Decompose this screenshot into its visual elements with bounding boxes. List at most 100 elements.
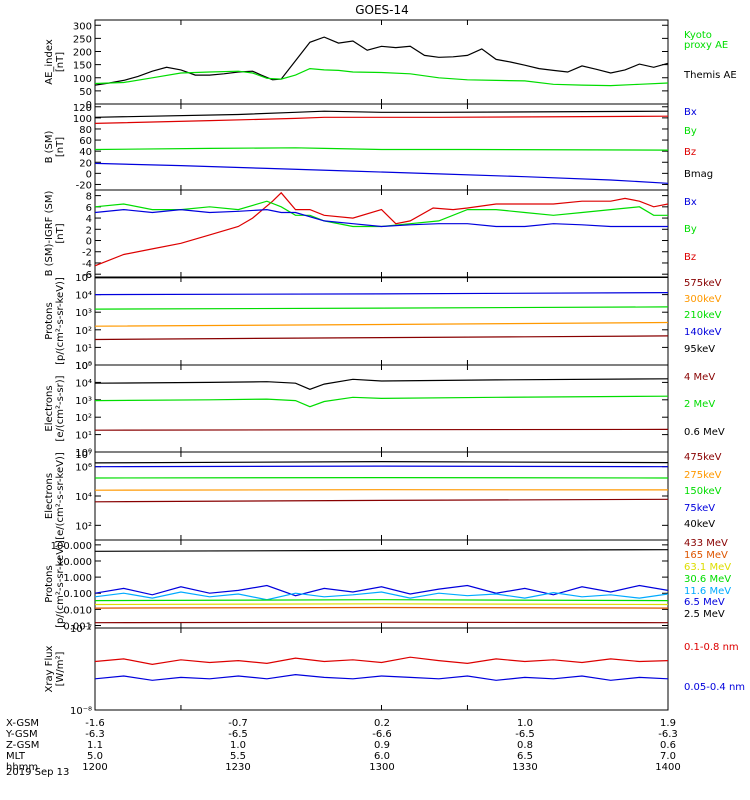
series-line-1 <box>95 673 668 681</box>
legend-entry: 4 MeV <box>684 372 715 383</box>
series-line-5 <box>95 606 668 609</box>
y-axis-label: [nT] <box>55 223 66 243</box>
panel-frame <box>94 539 669 629</box>
panel-3: 10⁰ 10¹ 10² 10³ 10⁴ 10⁵ Protons [p/(cm²-s-sr-ke… <box>44 273 722 372</box>
y-tick-label: 0.010 <box>63 605 92 616</box>
y-tick-label: 10⁴ <box>75 492 92 503</box>
x-axis-value: 0.6 <box>660 740 676 751</box>
x-axis-value: -6.5 <box>228 729 248 740</box>
panel-0: 0 50 100 150 200 250 300 AE_index [nT] Kyotoproxy… <box>44 19 737 111</box>
panel-frame <box>94 276 669 366</box>
series-line-0 <box>95 191 668 267</box>
y-axis-label: Electrons <box>44 473 55 519</box>
y-tick-label: 100 <box>73 114 92 125</box>
y-tick-label: 50 <box>79 87 92 98</box>
x-axis-value: 1.1 <box>87 740 103 751</box>
y-axis-label: [nT] <box>55 137 66 157</box>
legend-entry: 165 MeV <box>684 550 728 561</box>
x-axis-row-label: Y-GSM <box>5 729 38 740</box>
y-tick-label: 10⁰ <box>75 448 92 459</box>
legend-entry: By <box>684 126 697 137</box>
y-tick-label: -2 <box>82 248 92 259</box>
x-axis-value: 1200 <box>82 762 107 773</box>
y-tick-label: 10² <box>75 326 92 337</box>
series-line-1 <box>95 465 668 468</box>
legend-entry: Bx <box>684 107 697 118</box>
x-axis-value: 1330 <box>512 762 537 773</box>
y-axis-label: [p/(cm²-s-sr-keV)] <box>55 277 66 365</box>
legend-entry: 75keV <box>684 503 715 514</box>
x-axis-value: 1400 <box>655 762 680 773</box>
y-tick-label: 0 <box>86 169 92 180</box>
y-axis-label: Protons <box>44 302 55 339</box>
legend-entry: proxy AE <box>684 40 728 51</box>
legend-entry: 95keV <box>684 344 715 355</box>
series-line-3 <box>95 162 668 184</box>
y-tick-label: 10¹ <box>75 431 92 442</box>
y-axis-label: [e/(cm²-s-sr)] <box>55 375 66 441</box>
y-tick-label: 10³ <box>75 396 92 407</box>
x-axis-value: 5.5 <box>230 751 246 762</box>
legend-entry: Bz <box>684 147 696 158</box>
y-axis-label: [W/m²] <box>55 651 66 686</box>
legend-entry: 63.1 MeV <box>684 562 731 573</box>
x-axis-value: 1.9 <box>660 718 676 729</box>
series-line-3 <box>95 599 668 602</box>
x-axis-value: 1.0 <box>517 718 533 729</box>
x-axis-value: 0.9 <box>374 740 390 751</box>
y-tick-label: 10³ <box>75 308 92 319</box>
legend-entry: 300keV <box>684 294 722 305</box>
legend-entry: 40keV <box>684 519 715 530</box>
x-axis-value: 7.0 <box>660 751 676 762</box>
legend-entry: Bx <box>684 197 697 208</box>
legend-entry: 11.6 MeV <box>684 586 731 597</box>
panel-frame <box>94 451 669 541</box>
x-axis-value: 6.5 <box>517 751 533 762</box>
y-tick-label: 4 <box>86 214 92 225</box>
x-axis-value: 1230 <box>225 762 250 773</box>
y-tick-label: 20 <box>79 158 92 169</box>
series-line-1 <box>95 200 668 228</box>
y-tick-label: -20 <box>76 180 92 191</box>
y-tick-label: 300 <box>73 21 92 32</box>
legend-entry: 0.1-0.8 nm <box>684 642 739 653</box>
series-line-3 <box>95 321 668 327</box>
y-tick-label: 10⁵ <box>75 361 92 372</box>
legend-entry: 475keV <box>684 452 722 463</box>
panel-frame <box>94 189 669 278</box>
series-line-2 <box>95 147 668 151</box>
series-line-0 <box>95 110 668 118</box>
y-tick-label: 80 <box>79 125 92 136</box>
y-tick-label: 60 <box>79 136 92 147</box>
y-axis-label: B (SM)-IGRF (SM) <box>44 191 55 277</box>
y-tick-label: 6 <box>86 203 92 214</box>
legend-entry: 0.6 MeV <box>684 427 725 438</box>
x-axis-row-label: X-GSM <box>6 718 39 729</box>
series-line-2 <box>95 208 668 228</box>
legend-entry: By <box>684 224 697 235</box>
series-line-1 <box>95 115 668 124</box>
legend-entry: 6.5 MeV <box>684 597 725 608</box>
series-line-4 <box>95 603 668 606</box>
y-axis-label: Electrons <box>44 385 55 431</box>
y-tick-label: 200 <box>73 48 92 59</box>
y-axis-label: [p/(cm²-s-sr-keV)] <box>55 540 66 628</box>
series-line-4 <box>95 335 668 341</box>
y-tick-label: 8 <box>86 192 92 203</box>
x-axis-table: X-GSMY-GSMZ-GSMMLThhmm-1.6-6.31.15.01200… <box>5 718 681 773</box>
y-tick-label: 10¹ <box>75 343 92 354</box>
y-tick-label: -6 <box>82 270 92 281</box>
y-tick-label: 10² <box>75 413 92 424</box>
x-axis-value: 0.2 <box>374 718 390 729</box>
y-tick-label: 150 <box>73 61 92 72</box>
date-label: 2019 Sep 13 <box>6 767 69 778</box>
series-line-3 <box>95 489 668 491</box>
y-tick-label: 10⁻⁸ <box>70 706 92 717</box>
x-axis-value: -1.6 <box>85 718 105 729</box>
y-tick-label: 10.000 <box>57 557 92 568</box>
x-axis-value: 0.8 <box>517 740 533 751</box>
y-tick-label: 10⁶ <box>75 463 92 474</box>
legend-entry: 575keV <box>684 278 722 289</box>
y-tick-label: 10⁻⁷ <box>70 624 92 635</box>
